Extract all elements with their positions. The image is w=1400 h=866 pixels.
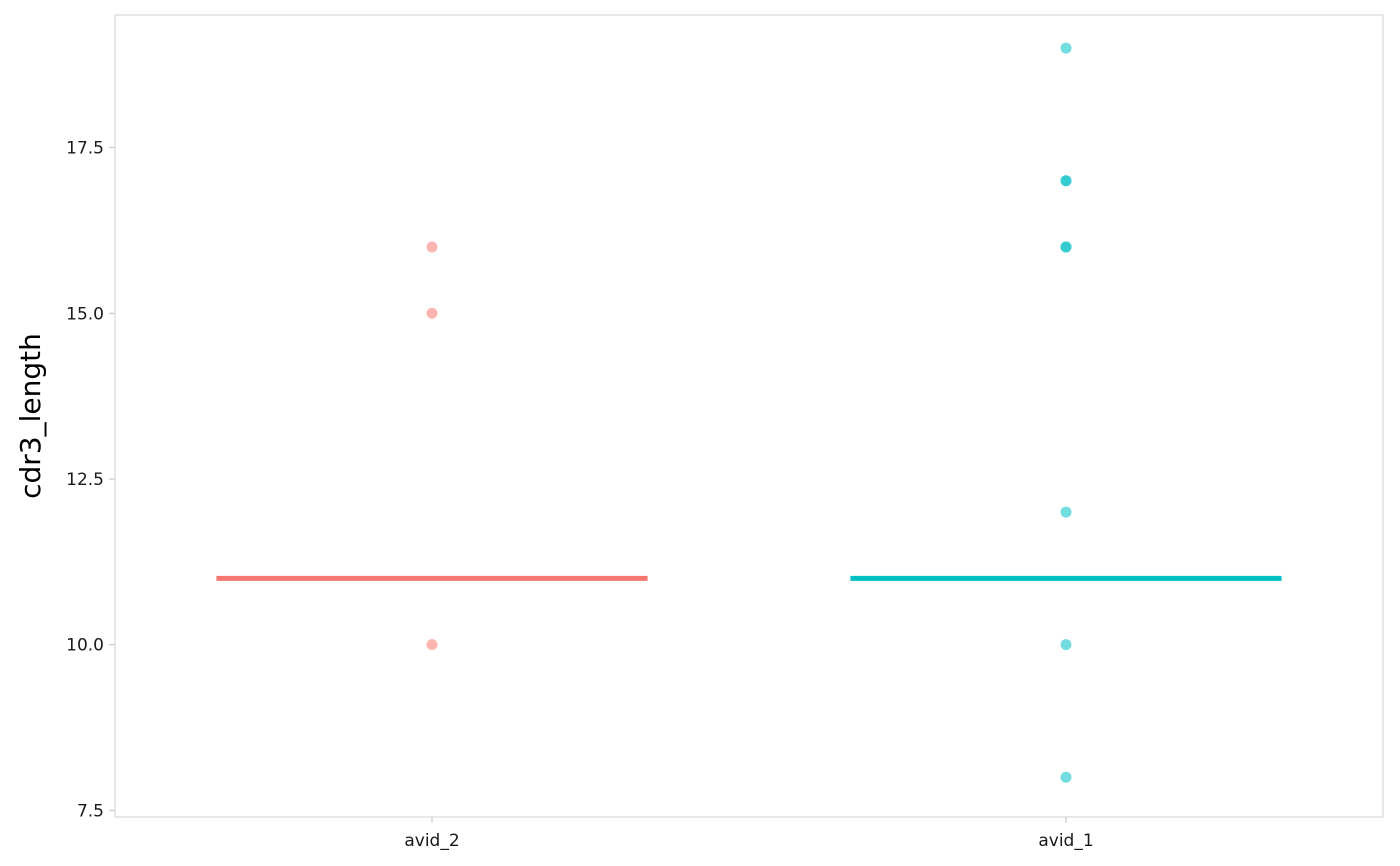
data-point-avid_2: [426, 307, 438, 319]
x-tick-label: avid_1: [1038, 831, 1093, 851]
x-tick-label: avid_2: [404, 831, 459, 851]
x-axis: avid_2 avid_1: [404, 817, 1094, 851]
data-point-avid_1: [1060, 241, 1072, 253]
data-point-avid_1: [1060, 175, 1072, 187]
y-tick-label: 17.5: [66, 139, 104, 159]
plot-panel: [114, 14, 1384, 818]
data-points: [426, 42, 1072, 783]
data-point-avid_2: [426, 241, 438, 253]
y-tick-label: 15.0: [66, 304, 104, 324]
y-tick-label: 12.5: [66, 470, 104, 490]
y-tick-label: 10.0: [66, 636, 104, 656]
y-axis-title: cdr3_length: [14, 333, 47, 499]
data-point-avid_2: [426, 639, 438, 651]
data-point-avid_1: [1060, 639, 1072, 651]
y-axis: 7.5 10.0 12.5 15.0 17.5: [66, 139, 115, 821]
data-point-avid_1: [1060, 771, 1072, 783]
data-point-avid_1: [1060, 506, 1072, 518]
data-point-avid_1: [1060, 42, 1072, 54]
y-tick-label: 7.5: [77, 801, 104, 821]
